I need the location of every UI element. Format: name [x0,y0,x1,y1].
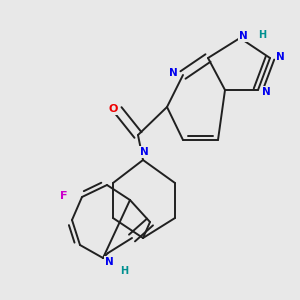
Text: O: O [108,104,118,114]
Text: H: H [120,266,128,276]
Text: N: N [276,52,284,62]
Text: N: N [105,257,113,267]
Text: N: N [140,147,148,157]
Text: N: N [169,68,177,78]
Text: F: F [60,191,68,201]
Text: N: N [262,87,270,97]
Text: N: N [238,31,247,41]
Text: H: H [258,30,266,40]
